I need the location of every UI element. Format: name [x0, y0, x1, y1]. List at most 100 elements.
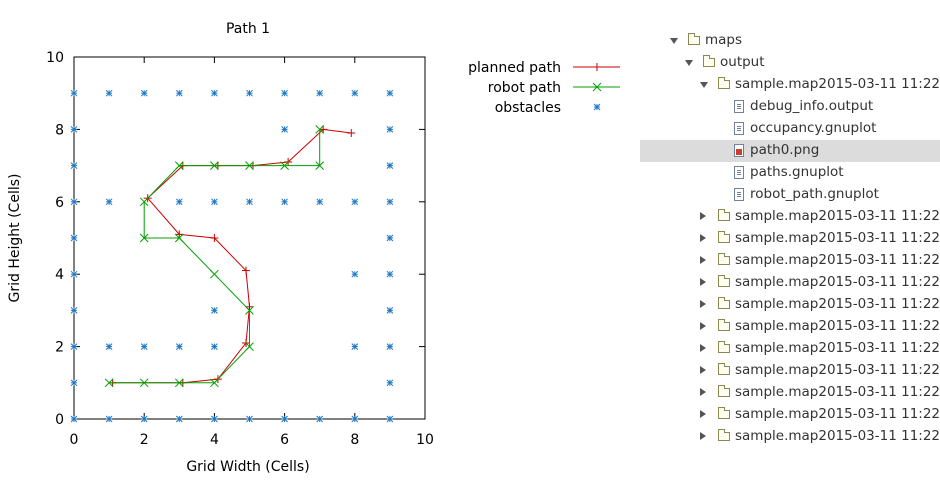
series-robot-path	[104, 125, 325, 388]
data-point	[246, 415, 253, 423]
data-point	[280, 161, 289, 170]
folder-icon	[718, 275, 730, 287]
data-point	[386, 379, 394, 387]
tree-item-label: maps	[705, 32, 743, 48]
tree-folder-row[interactable]: sample.map2015-03-11 11:22	[640, 206, 940, 228]
x-tick-label: 10	[416, 432, 434, 448]
expanded-arrow-icon[interactable]	[685, 60, 693, 66]
folder-icon	[718, 341, 730, 353]
collapsed-arrow-icon[interactable]	[700, 234, 706, 242]
tree-folder-row[interactable]: sample.map2015-03-11 11:22	[640, 382, 940, 404]
tree-item-label: sample.map2015-03-11 11:22	[735, 362, 940, 378]
data-point	[319, 125, 328, 134]
tree-folder-row[interactable]: sample.map2015-03-11 11:22	[640, 294, 940, 316]
data-point	[316, 415, 324, 423]
y-axis-label: Grid Height (Cells)	[7, 174, 23, 303]
tree-file-row[interactable]: robot_path.gnuplot	[640, 184, 940, 206]
data-point	[281, 126, 288, 133]
x-tick-label: 2	[140, 432, 149, 448]
data-point	[175, 230, 184, 239]
series-obstacles	[70, 89, 394, 423]
data-point	[211, 415, 218, 423]
legend-label: planned path	[468, 60, 561, 76]
data-point	[386, 415, 394, 423]
data-point	[211, 89, 218, 97]
tree-folder-row[interactable]: sample.map2015-03-11 11:22	[640, 404, 940, 426]
collapsed-arrow-icon[interactable]	[700, 300, 706, 308]
data-point	[315, 161, 325, 170]
collapsed-arrow-icon[interactable]	[700, 322, 706, 330]
folder-icon	[718, 231, 730, 243]
data-point	[210, 234, 219, 242]
tree-folder-row[interactable]: sample.map2015-03-11 11:22	[640, 360, 940, 382]
tree-item-label: sample.map2015-03-11 11:22	[735, 252, 940, 268]
collapsed-arrow-icon[interactable]	[700, 212, 706, 220]
x-axis-label: Grid Width (Cells)	[186, 459, 309, 475]
series-layer	[70, 89, 394, 423]
tree-folder-row[interactable]: maps	[640, 30, 940, 52]
folder-icon	[718, 209, 730, 221]
data-point	[386, 162, 394, 169]
tree-item-label: sample.map2015-03-11 11:22	[735, 406, 940, 422]
data-point	[245, 342, 254, 351]
y-tick-label: 8	[55, 122, 64, 138]
data-point	[70, 270, 78, 278]
tree-folder-row[interactable]: sample.map2015-03-11 11:22	[640, 228, 940, 250]
expanded-arrow-icon[interactable]	[670, 38, 678, 44]
folder-icon	[718, 253, 730, 265]
data-point	[175, 343, 183, 350]
collapsed-arrow-icon[interactable]	[700, 256, 706, 264]
data-point	[210, 269, 219, 279]
tree-item-label: occupancy.gnuplot	[750, 120, 877, 136]
tree-item-label: output	[720, 54, 765, 70]
collapsed-arrow-icon[interactable]	[700, 388, 706, 396]
collapsed-arrow-icon[interactable]	[700, 278, 706, 286]
data-point	[316, 198, 324, 206]
tree-file-row[interactable]: paths.gnuplot	[640, 162, 940, 184]
tree-folder-row[interactable]: output	[640, 52, 940, 74]
tree-item-label: sample.map2015-03-11 11:22	[735, 76, 940, 92]
file-icon	[734, 122, 744, 135]
data-point	[245, 302, 254, 311]
collapsed-arrow-icon[interactable]	[700, 344, 706, 352]
tree-item-label: sample.map2015-03-11 11:22	[735, 318, 940, 334]
legend-label: obstacles	[495, 100, 561, 116]
data-point	[174, 378, 184, 388]
tree-file-row[interactable]: debug_info.output	[640, 96, 940, 118]
data-point	[140, 89, 148, 97]
data-point	[241, 266, 250, 275]
tree-folder-row[interactable]: sample.map2015-03-11 11:22	[640, 250, 940, 272]
folder-icon	[718, 429, 730, 441]
data-point	[175, 89, 183, 97]
folder-icon	[718, 319, 730, 331]
tree-file-row[interactable]: path0.png	[640, 140, 940, 162]
y-tick-label: 10	[46, 50, 64, 66]
expanded-arrow-icon[interactable]	[700, 82, 708, 88]
file-tree: maps output sample.map2015-03-11 11:22 debu…	[640, 30, 940, 480]
data-point	[351, 415, 359, 423]
data-point	[70, 379, 78, 387]
legend-label: robot path	[488, 80, 561, 96]
tree-folder-row[interactable]: sample.map2015-03-11 11:22	[640, 272, 940, 294]
tree-file-row[interactable]: occupancy.gnuplot	[640, 118, 940, 140]
data-point	[246, 89, 253, 97]
tree-item-label: robot_path.gnuplot	[750, 186, 879, 202]
tree-folder-row[interactable]: sample.map2015-03-11 11:22	[640, 316, 940, 338]
legend: planned path robot path obstacles	[468, 60, 620, 116]
legend-marker	[593, 103, 601, 111]
collapsed-arrow-icon[interactable]	[700, 410, 706, 418]
data-point	[351, 343, 359, 350]
collapsed-arrow-icon[interactable]	[700, 366, 706, 374]
tree-folder-row[interactable]: sample.map2015-03-11 11:22	[640, 74, 940, 96]
tree-folder-row[interactable]: sample.map2015-03-11 11:22	[640, 338, 940, 360]
chart-svg: Path 1 Grid Width (Cells) Grid Height (C…	[7, 21, 620, 475]
data-point	[70, 162, 78, 169]
data-point	[70, 343, 78, 350]
tree-folder-row[interactable]: sample.map2015-03-11 11:22	[640, 426, 940, 448]
collapsed-arrow-icon[interactable]	[700, 432, 706, 440]
path-plot: Path 1 Grid Width (Cells) Grid Height (C…	[7, 21, 620, 475]
data-point	[105, 343, 113, 350]
data-point	[175, 198, 183, 206]
data-point	[104, 378, 114, 388]
tree-item-label: sample.map2015-03-11 11:22	[735, 428, 940, 444]
